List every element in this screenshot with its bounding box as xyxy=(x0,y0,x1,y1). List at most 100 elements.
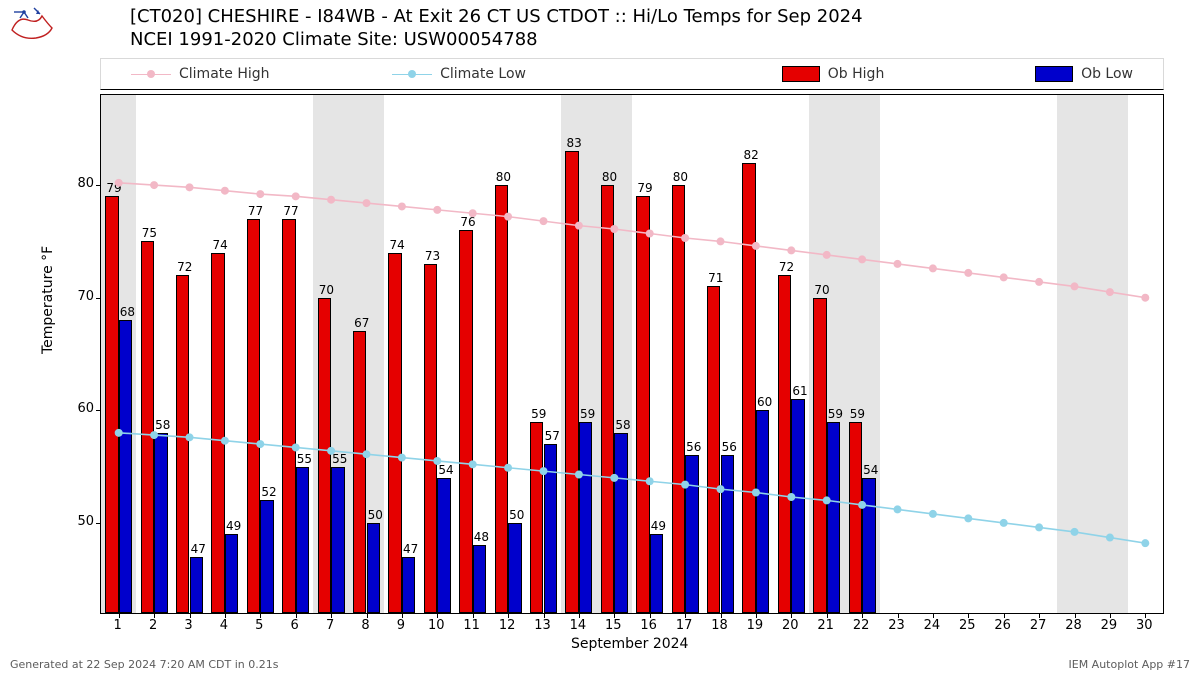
x-tick-label: 14 xyxy=(566,618,590,633)
ob-high-label: 79 xyxy=(634,181,655,195)
footer-generated: Generated at 22 Sep 2024 7:20 AM CDT in … xyxy=(10,658,278,671)
ob-low-bar xyxy=(296,467,309,613)
ob-low-label: 52 xyxy=(258,485,279,499)
ob-high-bar xyxy=(211,253,224,613)
footer-app: IEM Autoplot App #17 xyxy=(1069,658,1191,671)
ob-low-bar xyxy=(756,410,769,613)
legend-label: Ob High xyxy=(828,66,885,82)
ob-low-label: 49 xyxy=(648,519,669,533)
ob-high-label: 73 xyxy=(422,249,443,263)
x-axis-label: September 2024 xyxy=(571,636,688,652)
ob-low-label: 47 xyxy=(400,542,421,556)
x-tick-label: 30 xyxy=(1132,618,1156,633)
ob-low-label: 56 xyxy=(719,440,740,454)
legend: Climate High Climate Low Ob High Ob Low xyxy=(100,58,1164,90)
ob-high-label: 82 xyxy=(740,148,761,162)
legend-label: Climate High xyxy=(179,66,270,82)
ob-low-label: 50 xyxy=(506,508,527,522)
ob-high-label: 80 xyxy=(599,170,620,184)
x-tick-label: 29 xyxy=(1097,618,1121,633)
ob-low-bar xyxy=(650,534,663,613)
ob-low-label: 58 xyxy=(152,418,173,432)
ob-high-label: 70 xyxy=(811,283,832,297)
x-tick-label: 28 xyxy=(1062,618,1086,633)
ob-low-label: 50 xyxy=(365,508,386,522)
ob-low-bar xyxy=(437,478,450,613)
x-tick-label: 20 xyxy=(778,618,802,633)
legend-ob-high: Ob High xyxy=(623,66,964,82)
ob-low-label: 60 xyxy=(754,395,775,409)
x-tick-label: 15 xyxy=(601,618,625,633)
legend-label: Climate Low xyxy=(440,66,526,82)
ob-low-bar xyxy=(791,399,804,613)
ob-high-bar xyxy=(247,219,260,613)
legend-ob-low: Ob Low xyxy=(964,66,1163,82)
weekend-shade xyxy=(1092,95,1127,613)
ob-high-bar xyxy=(672,185,685,613)
x-tick-label: 19 xyxy=(743,618,767,633)
ob-high-bar xyxy=(530,422,543,613)
ob-low-bar xyxy=(721,455,734,613)
ob-high-bar xyxy=(849,422,862,613)
x-tick-label: 11 xyxy=(460,618,484,633)
ob-low-bar xyxy=(614,433,627,613)
ob-low-label: 49 xyxy=(223,519,244,533)
ob-high-bar xyxy=(778,275,791,613)
x-tick-label: 16 xyxy=(637,618,661,633)
ob-low-bar xyxy=(119,320,132,613)
ob-high-bar xyxy=(601,185,614,613)
x-tick-label: 10 xyxy=(424,618,448,633)
ob-high-bar xyxy=(353,331,366,613)
ob-low-bar xyxy=(579,422,592,613)
ob-low-bar xyxy=(367,523,380,613)
legend-climate-low: Climate Low xyxy=(362,66,623,82)
ob-low-label: 59 xyxy=(825,407,846,421)
ob-high-bar xyxy=(176,275,189,613)
ob-low-label: 68 xyxy=(117,305,138,319)
ob-high-label: 75 xyxy=(139,226,160,240)
ob-low-label: 55 xyxy=(294,452,315,466)
ob-low-bar xyxy=(190,557,203,613)
x-tick-label: 9 xyxy=(389,618,413,633)
ob-low-label: 54 xyxy=(435,463,456,477)
x-tick-label: 26 xyxy=(991,618,1015,633)
ob-high-label: 79 xyxy=(103,181,124,195)
ob-high-label: 72 xyxy=(776,260,797,274)
x-tick-label: 17 xyxy=(672,618,696,633)
ob-low-bar xyxy=(685,455,698,613)
x-tick-label: 18 xyxy=(708,618,732,633)
x-tick-label: 8 xyxy=(354,618,378,633)
x-tick-label: 4 xyxy=(212,618,236,633)
ob-high-label: 83 xyxy=(563,136,584,150)
ob-high-label: 74 xyxy=(209,238,230,252)
ob-low-label: 54 xyxy=(860,463,881,477)
ob-low-bar xyxy=(225,534,238,613)
x-tick-label: 1 xyxy=(106,618,130,633)
ob-low-label: 55 xyxy=(329,452,350,466)
x-tick-label: 13 xyxy=(531,618,555,633)
y-tick-label: 70 xyxy=(54,289,94,304)
ob-high-bar xyxy=(105,196,118,613)
legend-label: Ob Low xyxy=(1081,66,1133,82)
ob-high-bar xyxy=(459,230,472,613)
x-tick-label: 22 xyxy=(849,618,873,633)
ob-low-label: 47 xyxy=(188,542,209,556)
ob-high-label: 80 xyxy=(493,170,514,184)
x-tick-label: 7 xyxy=(318,618,342,633)
x-tick-label: 24 xyxy=(920,618,944,633)
weekend-shade xyxy=(1057,95,1092,613)
x-tick-label: 21 xyxy=(814,618,838,633)
ob-low-bar xyxy=(154,433,167,613)
ob-high-label: 77 xyxy=(280,204,301,218)
iem-logo-icon xyxy=(8,6,56,46)
ob-high-label: 59 xyxy=(528,407,549,421)
title-line-1: [CT020] CHESHIRE - I84WB - At Exit 26 CT… xyxy=(130,6,863,29)
ob-low-bar xyxy=(544,444,557,613)
ob-low-bar xyxy=(331,467,344,613)
ob-low-bar xyxy=(473,545,486,613)
ob-high-bar xyxy=(813,298,826,613)
x-tick-label: 2 xyxy=(141,618,165,633)
ob-high-label: 59 xyxy=(847,407,868,421)
ob-low-label: 61 xyxy=(789,384,810,398)
ob-high-label: 80 xyxy=(670,170,691,184)
